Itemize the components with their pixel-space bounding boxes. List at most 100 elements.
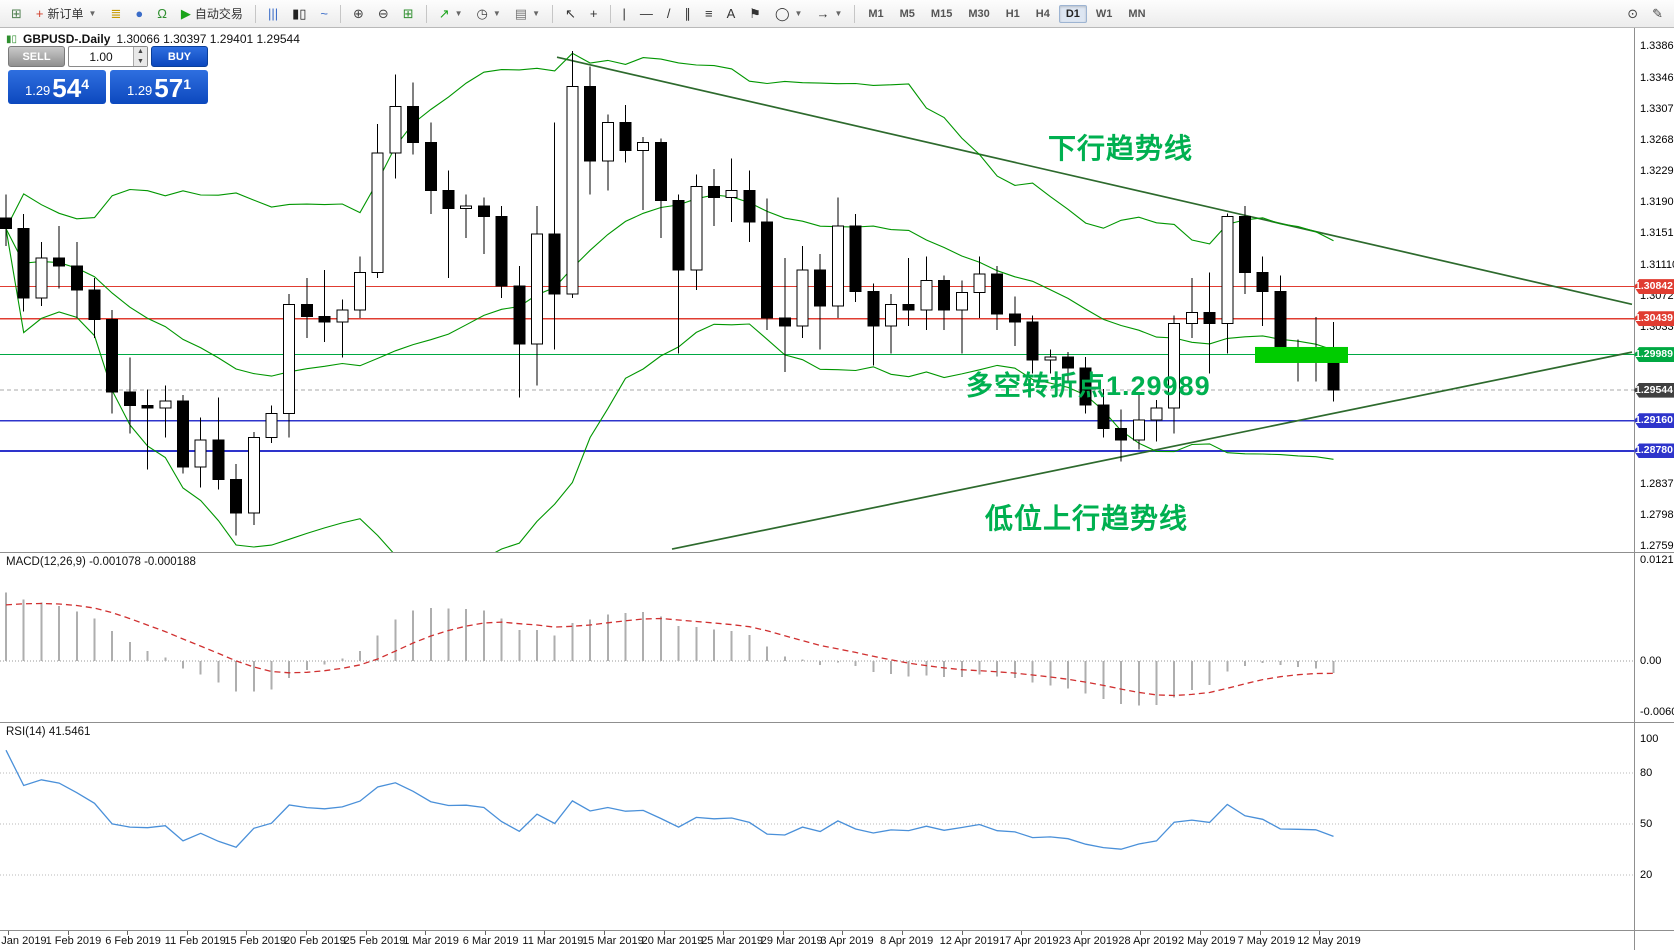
rsi-panel[interactable]	[0, 723, 1634, 930]
candle	[867, 291, 880, 327]
time-axis-label: 11 Feb 2019	[164, 935, 226, 947]
edit-icon[interactable]: ✎	[1646, 4, 1669, 24]
candle	[230, 479, 243, 514]
cursor-icon[interactable]: ↖	[559, 4, 582, 24]
time-axis-label: 11 Mar 2019	[522, 935, 584, 947]
label-icon[interactable]: ⚑	[743, 4, 767, 24]
terminal-icon[interactable]: ⊞	[5, 4, 28, 24]
timeframe-button-h4[interactable]: H4	[1035, 7, 1050, 20]
arrows-icon-dropdown-arrow[interactable]: ▼	[834, 8, 843, 18]
channel-icon[interactable]: ∥	[679, 4, 698, 24]
price-axis-label: 1.28370	[1640, 477, 1674, 490]
new-order-button[interactable]: + 新订单 ▼	[30, 3, 103, 25]
candle	[725, 189, 738, 198]
market-watch-icon[interactable]: ≣	[104, 4, 127, 24]
time-axis-label: 12 May 2019	[1297, 935, 1361, 947]
candle	[761, 221, 774, 319]
timeframe-button-m15[interactable]: M15	[930, 7, 953, 20]
candle	[1132, 419, 1145, 441]
chart-macd-splitter[interactable]	[0, 552, 1674, 553]
macd-panel[interactable]	[0, 553, 1634, 723]
macd-signal-line	[5, 602, 1334, 697]
buy-price-display[interactable]: 1.29 57 1	[110, 70, 208, 104]
crosshair-icon: +	[589, 5, 598, 21]
fibonacci-icon[interactable]: ≡	[699, 4, 719, 24]
text-icon[interactable]: A	[721, 4, 742, 24]
time-axis-label: 20 Mar 2019	[641, 935, 704, 947]
shapes-icon-dropdown-arrow[interactable]: ▼	[794, 8, 803, 18]
toolbar-separator	[609, 4, 611, 23]
timeframe-button-w1[interactable]: W1	[1095, 7, 1113, 20]
time-axis-tick	[1021, 931, 1023, 935]
data-window-icon[interactable]: ●	[129, 4, 149, 24]
horizontal-line-icon[interactable]: —	[634, 4, 659, 24]
tile-windows-icon: ⊞	[402, 5, 414, 21]
timeframe-button-m5[interactable]: M5	[899, 7, 915, 20]
tile-windows-icon[interactable]: ⊞	[397, 4, 420, 24]
time-axis-label: 17 Apr 2019	[999, 935, 1059, 947]
time-axis-label: 2 May 2019	[1178, 935, 1236, 947]
trendline-icon[interactable]: /	[661, 4, 677, 24]
periods-icon[interactable]: ◷ ▼	[471, 3, 507, 25]
label-icon: ⚑	[749, 5, 761, 21]
candle	[460, 205, 473, 210]
candle	[991, 273, 1004, 315]
time-axis-tick	[1319, 931, 1321, 935]
volume-input[interactable]: 1.00	[89, 49, 113, 64]
volume-increase-button[interactable]: ▲	[134, 47, 147, 57]
crosshair-icon[interactable]: +	[584, 4, 604, 24]
descending-trendline[interactable]	[556, 56, 1633, 306]
new-order-button-dropdown-arrow[interactable]: ▼	[88, 8, 97, 18]
indicators-icon-dropdown-arrow[interactable]: ▼	[454, 8, 463, 18]
rsi-timeaxis-splitter	[0, 930, 1674, 931]
templates-icon-dropdown-arrow[interactable]: ▼	[532, 8, 541, 18]
candle	[513, 285, 526, 345]
arrows-icon[interactable]: → ▼	[810, 3, 848, 25]
volume-decrease-button[interactable]: ▼	[134, 56, 147, 66]
candle	[318, 315, 331, 323]
candlestick-chart-icon[interactable]: ▮▯	[286, 4, 312, 24]
autotrade-button[interactable]: ▶ 自动交易	[175, 3, 249, 25]
horizontal-line-icon: —	[639, 5, 653, 21]
candle	[35, 257, 48, 299]
periods-icon-dropdown-arrow[interactable]: ▼	[492, 8, 501, 18]
shapes-icon[interactable]: ◯ ▼	[769, 3, 808, 25]
vertical-line-icon[interactable]: |	[617, 4, 632, 24]
time-axis-label: 7 May 2019	[1237, 935, 1296, 947]
indicators-icon: ↗	[438, 5, 450, 21]
candle	[1203, 311, 1216, 324]
support-icon[interactable]: Ω	[151, 4, 173, 24]
zoom-in-icon[interactable]: ⊕	[347, 4, 370, 24]
zoom-out-icon[interactable]: ⊖	[372, 4, 395, 24]
time-axis-tick	[902, 931, 903, 935]
candle	[477, 205, 490, 218]
sell-price-display[interactable]: 1.29 54 4	[8, 70, 106, 104]
timeframe-button-h1[interactable]: H1	[1005, 7, 1020, 20]
macd-rsi-splitter[interactable]	[0, 722, 1674, 723]
bar-chart-icon[interactable]: |||	[262, 4, 284, 24]
candle	[1221, 216, 1234, 324]
timeframe-button-mn[interactable]: MN	[1128, 7, 1146, 20]
price-axis-label: 1.31510	[1640, 227, 1674, 240]
ascending-trendline[interactable]	[671, 351, 1633, 550]
buy-button[interactable]: BUY	[151, 46, 208, 67]
candle	[159, 400, 172, 409]
indicators-icon[interactable]: ↗ ▼	[433, 3, 469, 25]
candle	[336, 309, 349, 323]
candle	[796, 269, 809, 327]
time-axis-label: 3 Apr 2019	[820, 935, 874, 947]
templates-icon[interactable]: ▤ ▼	[509, 3, 546, 25]
time-axis-tick	[782, 931, 784, 935]
main-chart-panel[interactable]	[0, 28, 1634, 553]
time-axis-label: 6 Feb 2019	[105, 935, 161, 947]
timeframe-button-d1[interactable]: D1	[1058, 4, 1087, 23]
shapes-icon: ◯	[774, 5, 790, 21]
price-axis-label: 1.31110	[1640, 259, 1674, 272]
line-chart-icon[interactable]: ~	[314, 4, 334, 24]
pivot-highlight-box[interactable]	[1255, 346, 1348, 363]
timeframe-button-m30[interactable]: M30	[968, 7, 990, 20]
timeframe-button-m1[interactable]: M1	[868, 7, 884, 20]
search-icon[interactable]: ⊙	[1621, 4, 1644, 24]
sell-button[interactable]: SELL	[8, 46, 65, 67]
